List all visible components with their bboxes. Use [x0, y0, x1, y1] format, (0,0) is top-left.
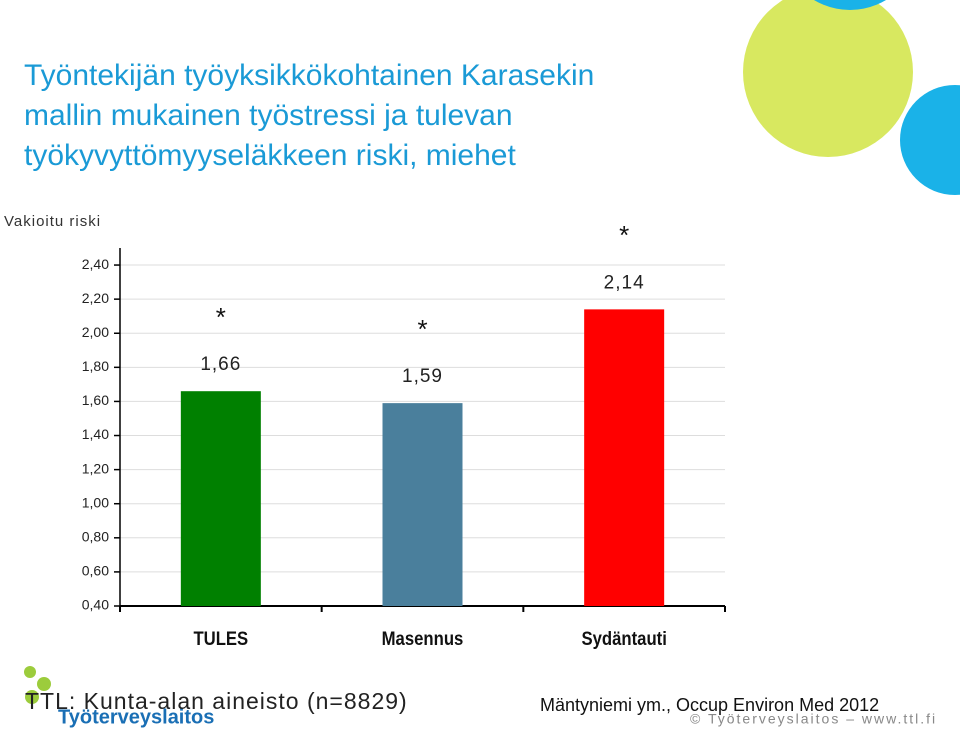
- logo-dot: [24, 666, 36, 678]
- source: TTL: Kunta-alan aineisto (n=8829): [25, 688, 408, 714]
- y-tick-label: 2,20: [82, 290, 109, 306]
- y-tick-label: 1,00: [82, 494, 109, 510]
- value-label: 1,66: [200, 354, 241, 375]
- bar: [584, 309, 665, 606]
- y-axis-label: Vakioitu riski: [4, 213, 101, 230]
- y-tick-label: 0,80: [82, 529, 109, 545]
- y-tick-label: 0,60: [82, 563, 109, 579]
- decor-circle: [743, 0, 913, 157]
- logo: Työterveyslaitos: [24, 666, 214, 728]
- copyright: © Työterveyslaitos – www.ttl.fi: [690, 711, 937, 727]
- citation: Mäntyniemi ym., Occup Environ Med 2012: [540, 695, 879, 715]
- logo-dot: [25, 690, 39, 704]
- y-tick-label: 1,40: [82, 426, 109, 442]
- significance-mark: *: [619, 220, 629, 250]
- x-tick-label: Sydäntauti: [581, 628, 666, 649]
- decor-circle: [900, 85, 960, 195]
- y-tick-label: 1,20: [82, 460, 109, 476]
- bar: [382, 403, 463, 606]
- x-tick-label: TULES: [193, 628, 248, 649]
- significance-mark: *: [417, 314, 427, 344]
- y-tick-label: 0,40: [82, 597, 109, 613]
- y-tick-label: 1,60: [82, 392, 109, 408]
- decor-circle: [813, 0, 887, 10]
- chart-title: työkyvyttömyyseläkkeen riski, miehet: [24, 139, 516, 172]
- chart-title: Työntekijän työyksikkökohtainen Karaseki…: [24, 59, 594, 92]
- logo-dot: [37, 677, 51, 691]
- significance-mark: *: [216, 302, 226, 332]
- chart-title: mallin mukainen työstressi ja tulevan: [24, 99, 513, 132]
- y-tick-label: 2,00: [82, 324, 109, 340]
- logo-text: Työterveyslaitos: [58, 706, 214, 728]
- value-label: 1,59: [402, 366, 443, 387]
- x-tick-label: Masennus: [382, 628, 464, 649]
- bar: [180, 391, 261, 606]
- y-tick-label: 1,80: [82, 358, 109, 374]
- y-tick-label: 2,40: [82, 256, 109, 272]
- value-label: 2,14: [604, 272, 645, 293]
